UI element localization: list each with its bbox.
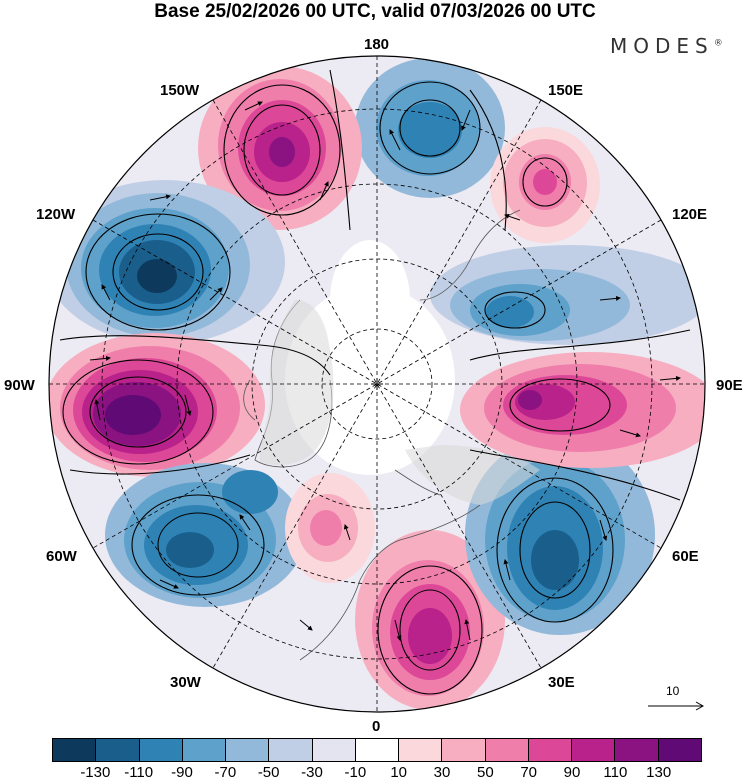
vector-reference: 10 <box>646 684 704 714</box>
colorbar-swatch <box>96 739 140 761</box>
colorbar-swatch <box>485 739 529 761</box>
colorbar-tick-label: -30 <box>301 764 323 781</box>
colorbar-swatch <box>355 739 400 761</box>
colorbar-tick-label: -10 <box>344 764 367 781</box>
colorbar-tick-label: 70 <box>520 764 537 781</box>
modes-logo: MODES® <box>610 34 723 58</box>
brand-text: MODES <box>610 34 714 58</box>
lon-label-180: 180 <box>364 36 390 53</box>
streamlines <box>59 69 691 695</box>
colorbar-tick-label: -110 <box>124 764 154 781</box>
anomaly-hudson-bay <box>49 333 265 477</box>
registered-mark: ® <box>713 38 723 49</box>
colorbar-swatch <box>269 739 313 761</box>
colorbar-tick-label: 10 <box>390 764 407 781</box>
anomaly-far-east <box>490 127 600 243</box>
map-boundary <box>48 55 706 713</box>
anomaly-newfoundland <box>105 463 305 607</box>
wind-vectors <box>89 101 681 641</box>
lon-label-150e: 150E <box>548 82 584 99</box>
lon-label-30e: 30E <box>548 674 575 691</box>
colorbar-swatch <box>312 739 356 761</box>
colorbar-tick-label: 50 <box>476 764 494 781</box>
anomaly-eastern-siberia <box>430 245 705 345</box>
lon-label-30w: 30W <box>170 674 201 691</box>
vector-reference-label: 10 <box>666 684 680 698</box>
anomaly-north-pacific <box>355 58 505 198</box>
anomaly-europe <box>355 530 505 710</box>
lon-label-120e: 120E <box>672 206 708 223</box>
colorbar <box>52 738 702 762</box>
colorbar-swatch <box>399 739 443 761</box>
colorbar-swatch <box>53 739 97 761</box>
colorbar-swatch <box>139 739 183 761</box>
meridians <box>49 56 705 712</box>
anomaly-greenland-sea <box>285 473 375 583</box>
lon-label-120w: 120W <box>36 206 76 223</box>
lon-label-150w: 150W <box>160 82 200 99</box>
colorbar-tick-label: 90 <box>563 764 581 781</box>
lon-label-60e: 60E <box>672 548 699 565</box>
lon-label-0: 0 <box>372 718 381 735</box>
chart-title: Base 25/02/2026 00 UTC, valid 07/03/2026… <box>154 1 596 22</box>
colorbar-swatch <box>658 739 701 761</box>
colorbar-tick-label: 130 <box>646 764 672 781</box>
colorbar-tick-label: -130 <box>80 764 111 781</box>
colorbar-swatch <box>528 739 573 761</box>
land-shading <box>259 300 540 505</box>
colorbar-swatch <box>442 739 486 761</box>
colorbar-swatch <box>226 739 270 761</box>
colorbar-tick-label: 30 <box>433 764 451 781</box>
colorbar-tick-label: -70 <box>214 764 237 781</box>
arctic-neutral <box>285 285 455 475</box>
colorbar-tick-label: -90 <box>171 764 193 781</box>
polar-map <box>48 55 706 713</box>
arctic-neutral-2 <box>330 240 410 360</box>
anomaly-central-siberia <box>460 352 705 468</box>
colorbar-swatch <box>615 739 659 761</box>
colorbar-tick-label: 110 <box>603 764 628 781</box>
anomaly-western-canada <box>49 180 285 344</box>
lon-label-60w: 60W <box>46 548 77 565</box>
colorbar-ticks: -130 -110 -90 -70 -50 -30 -10 10 30 50 70 90 110 130 <box>0 764 750 783</box>
vector-reference-arrow <box>648 701 704 711</box>
lon-label-90w: 90W <box>4 377 35 394</box>
lon-label-90e: 90E <box>716 377 743 394</box>
map-disc <box>49 56 705 712</box>
colorbar-swatch <box>572 739 616 761</box>
colorbar-swatch <box>182 739 227 761</box>
colorbar-tick-label: -50 <box>257 764 280 781</box>
